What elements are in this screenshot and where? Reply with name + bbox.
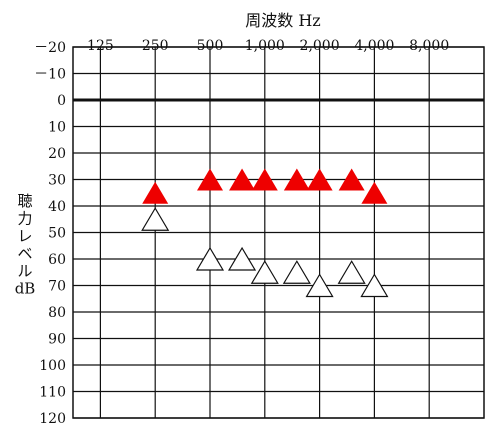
x-tick-labels: 125 250 500 1,000 2,000 4,000 8,000 — [87, 38, 449, 54]
plot-frame — [72, 46, 485, 419]
open-triangle-marker — [250, 260, 279, 284]
chart-title: 周波数 Hz — [245, 11, 320, 30]
y-axis-label-part: dB — [15, 280, 36, 298]
y-tick-label: 50 — [48, 226, 66, 242]
y-tick-label: －20 — [34, 40, 66, 56]
open-triangle-marker — [195, 246, 225, 271]
grid-layer — [72, 46, 485, 419]
x-tick-label: 125 — [87, 38, 114, 54]
y-tick-labels: －20 －10 0 10 20 30 40 50 60 70 80 90 100 110 120 — [34, 40, 66, 427]
open-triangle-marker — [141, 207, 170, 231]
data-markers — [141, 168, 389, 298]
filled-triangle-marker — [142, 181, 169, 204]
y-axis-label-part: ベ — [17, 245, 32, 263]
y-axis-label-part: レ — [17, 227, 32, 245]
x-tick-label: 2,000 — [300, 38, 340, 54]
y-axis-label-part: 力 — [17, 210, 32, 228]
open-triangle-marker — [282, 260, 311, 284]
filled-triangle-marker — [361, 181, 388, 204]
y-tick-label: 100 — [39, 358, 66, 374]
y-tick-label: 110 — [39, 385, 66, 401]
y-tick-label: 80 — [48, 305, 66, 321]
y-tick-label: 40 — [48, 199, 66, 215]
filled-triangle-marker — [197, 168, 223, 191]
y-axis-label-part: ル — [17, 262, 32, 280]
open-triangle-marker — [228, 246, 257, 271]
y-tick-label: －10 — [34, 67, 66, 83]
x-tick-label: 500 — [197, 38, 224, 54]
y-tick-label: 0 — [57, 93, 66, 109]
x-tick-label: 8,000 — [409, 38, 449, 54]
open-triangle-marker — [305, 273, 334, 298]
y-axis-label-part: 聴 — [17, 192, 32, 210]
open-triangle-marker — [360, 273, 389, 298]
filled-triangle-marker — [251, 168, 278, 191]
y-tick-label: 20 — [48, 146, 66, 162]
x-tick-label: 4,000 — [354, 38, 394, 54]
y-tick-label: 120 — [39, 411, 66, 427]
x-tick-label: 250 — [142, 38, 169, 54]
open-triangle-marker — [337, 260, 366, 284]
y-tick-label: 90 — [48, 332, 66, 348]
y-tick-label: 70 — [48, 279, 66, 295]
x-tick-label: 1,000 — [245, 38, 285, 54]
filled-triangle-marker — [306, 168, 333, 191]
y-tick-label: 10 — [48, 120, 66, 136]
y-tick-label: 60 — [48, 252, 66, 268]
filled-triangle-marker — [229, 168, 256, 191]
y-tick-label: 30 — [48, 173, 66, 189]
filled-triangle-marker — [283, 168, 310, 191]
filled-triangle-marker — [338, 168, 365, 191]
